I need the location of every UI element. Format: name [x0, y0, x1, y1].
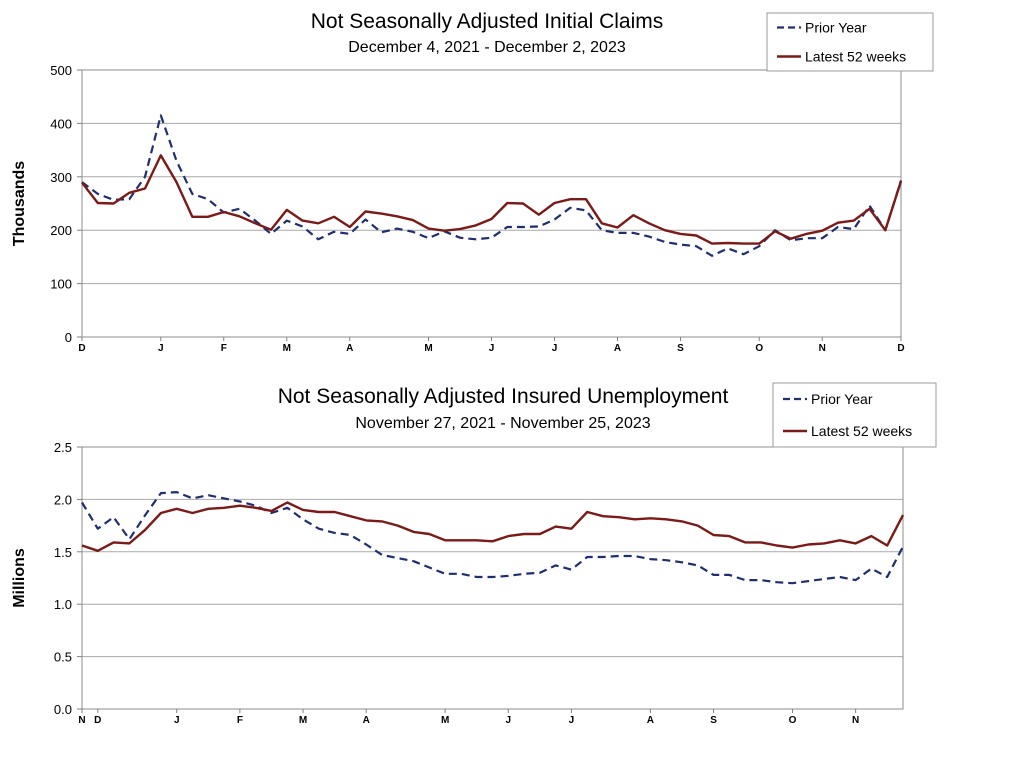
y-tick-label: 0.0	[54, 702, 72, 717]
plot-area	[81, 446, 904, 710]
x-month-label: J	[506, 715, 512, 726]
x-month-label: A	[647, 715, 654, 726]
x-month-label: N	[78, 715, 85, 726]
series-line-latest-52-weeks	[81, 501, 905, 552]
x-month-label: F	[237, 715, 243, 726]
x-month-label: J	[158, 343, 164, 354]
x-month-label: F	[221, 343, 227, 354]
legend-label: Latest 52 weeks	[811, 423, 912, 439]
x-month-label: S	[677, 343, 684, 354]
x-month-label: M	[283, 343, 291, 354]
x-month-label: M	[299, 715, 307, 726]
y-tick-label: 100	[50, 277, 72, 292]
y-tick-label: 300	[50, 170, 72, 185]
x-month-label: O	[755, 343, 763, 354]
legend-box	[766, 12, 934, 72]
chart-subtitle: November 27, 2021 - November 25, 2023	[355, 415, 650, 432]
y-axis-label: Millions	[11, 548, 28, 608]
x-month-label: J	[489, 343, 495, 354]
x-month-label: J	[569, 715, 575, 726]
legend: Prior Year Latest 52 weeks	[766, 12, 934, 72]
legend-box	[772, 382, 937, 448]
x-month-label: S	[710, 715, 717, 726]
legend: Prior Year Latest 52 weeks	[772, 382, 937, 448]
x-month-label: M	[441, 715, 449, 726]
plot-area	[81, 69, 902, 338]
y-tick-label: 1.5	[54, 545, 72, 560]
legend-label: Prior Year	[805, 20, 867, 36]
x-month-label: A	[363, 715, 370, 726]
x-month-label: A	[346, 343, 353, 354]
x-month-label: M	[424, 343, 432, 354]
chart-0: Not Seasonally Adjusted Initial Claims De…	[11, 10, 934, 354]
y-tick-label: 200	[50, 223, 72, 238]
x-month-label: O	[789, 715, 797, 726]
y-tick-label: 0.5	[54, 650, 72, 665]
chart-1: Not Seasonally Adjusted Insured Unemploy…	[11, 382, 937, 726]
y-tick-label: 2.5	[54, 440, 72, 455]
y-axis-label: Thousands	[11, 161, 28, 246]
chart-subtitle: December 4, 2021 - December 2, 2023	[348, 39, 626, 56]
x-month-label: N	[819, 343, 826, 354]
x-month-label: J	[174, 715, 180, 726]
y-tick-label: 2.0	[54, 492, 72, 507]
chart-title: Not Seasonally Adjusted Initial Claims	[311, 10, 664, 33]
y-tick-label: 400	[50, 116, 72, 131]
series-line-prior-year	[81, 114, 903, 257]
legend-label: Latest 52 weeks	[805, 49, 906, 65]
y-tick-label: 0	[65, 330, 72, 345]
y-tick-label: 500	[50, 63, 72, 78]
x-month-label: N	[852, 715, 859, 726]
x-month-label: D	[94, 715, 101, 726]
x-month-label: J	[552, 343, 558, 354]
series-line-prior-year	[81, 491, 904, 585]
chart-title: Not Seasonally Adjusted Insured Unemploy…	[278, 385, 729, 408]
legend-label: Prior Year	[811, 391, 873, 407]
x-month-label: D	[897, 343, 904, 354]
x-month-label: A	[614, 343, 621, 354]
x-month-label: D	[78, 343, 85, 354]
y-tick-label: 1.0	[54, 597, 72, 612]
